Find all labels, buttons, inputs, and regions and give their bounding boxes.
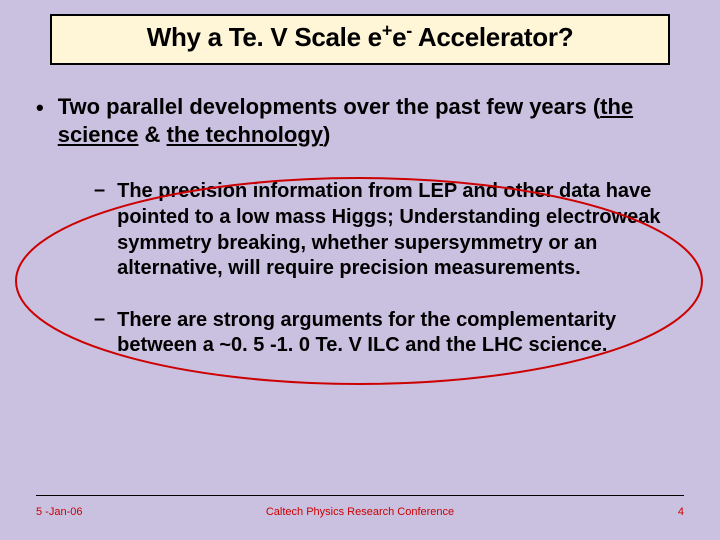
title-part: Accelerator? (412, 22, 573, 52)
footer-center: Caltech Physics Research Conference (252, 506, 468, 518)
bullet-level-2: – There are strong arguments for the com… (94, 308, 674, 359)
bullet-text: Two parallel developments over the past … (58, 93, 680, 149)
sub-bullet-text: The precision information from LEP and o… (117, 179, 674, 281)
footer-row: 5 -Jan-06 Caltech Physics Research Confe… (36, 506, 684, 518)
footer: 5 -Jan-06 Caltech Physics Research Confe… (0, 495, 720, 518)
footer-rule (36, 495, 684, 496)
title-sup-plus: + (382, 20, 392, 40)
title-box: Why a Te. V Scale e+e- Accelerator? (50, 14, 670, 65)
bullet-level-1: • Two parallel developments over the pas… (36, 93, 680, 149)
sub-bullet-text: There are strong arguments for the compl… (117, 308, 674, 359)
bullet-segment-underline: the technology (167, 122, 323, 147)
bullet-segment: Two parallel developments over the past … (58, 94, 600, 119)
title-part: e (392, 22, 406, 52)
footer-date: 5 -Jan-06 (36, 506, 252, 518)
title-part: Why a Te. V Scale e (147, 22, 382, 52)
bullet-level-2: – The precision information from LEP and… (94, 179, 674, 281)
bullet-dash-icon: – (94, 179, 105, 281)
slide-title: Why a Te. V Scale e+e- Accelerator? (66, 22, 654, 53)
bullet-dash-icon: – (94, 308, 105, 359)
bullet-segment: ) (323, 122, 330, 147)
footer-page-number: 4 (468, 506, 684, 518)
bullet-segment: & (138, 122, 166, 147)
bullet-dot-icon: • (36, 95, 44, 149)
slide: Why a Te. V Scale e+e- Accelerator? • Tw… (0, 0, 720, 540)
